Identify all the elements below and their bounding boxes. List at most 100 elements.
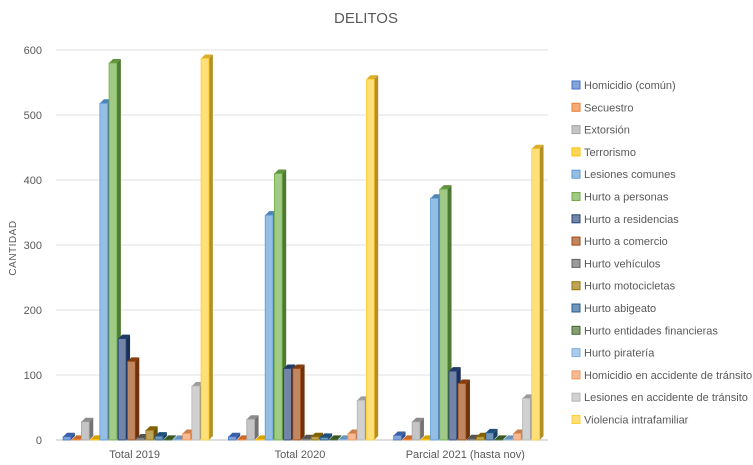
legend-swatch bbox=[571, 392, 581, 402]
bar-top bbox=[81, 417, 94, 422]
bar-top bbox=[283, 364, 296, 369]
bar-top bbox=[118, 334, 131, 339]
bar-side bbox=[539, 144, 544, 441]
bar-face bbox=[301, 438, 311, 441]
bar-side bbox=[162, 432, 167, 440]
bar bbox=[457, 379, 470, 441]
chart-title: DELITOS bbox=[334, 10, 398, 27]
bar-face bbox=[99, 102, 109, 441]
bar-top bbox=[320, 433, 333, 438]
bar-face bbox=[273, 173, 283, 441]
bar-face bbox=[356, 399, 366, 441]
bar-top bbox=[458, 379, 470, 384]
legend: Homicidio (común) Secuestro Extorsión Terro… bbox=[571, 80, 752, 427]
bar-top bbox=[63, 432, 75, 437]
bar-face bbox=[81, 421, 90, 441]
legend-swatch bbox=[571, 169, 581, 179]
bar-top bbox=[439, 185, 452, 190]
bar-top bbox=[228, 432, 241, 437]
bar-side bbox=[135, 357, 140, 440]
bar-face bbox=[136, 437, 145, 441]
bar-side bbox=[328, 433, 333, 440]
legend-item: Hurto motocicletas bbox=[571, 281, 676, 293]
bar-face bbox=[191, 385, 201, 441]
bar-face bbox=[522, 397, 531, 441]
legend-swatch bbox=[571, 214, 581, 224]
bar bbox=[365, 75, 379, 441]
bar-face bbox=[200, 58, 210, 441]
bar-top bbox=[109, 59, 121, 63]
bar-top bbox=[302, 434, 314, 439]
bar-top bbox=[329, 435, 342, 440]
bar-face bbox=[393, 435, 402, 441]
bar-face bbox=[365, 78, 375, 441]
bar-top bbox=[448, 367, 461, 372]
legend-label: Hurto abigeato bbox=[584, 303, 656, 315]
bar-top bbox=[164, 435, 177, 440]
bar-face bbox=[531, 148, 540, 441]
bar bbox=[227, 432, 241, 441]
bar-face bbox=[264, 214, 274, 441]
legend-item: Homicidio (común) bbox=[571, 80, 676, 92]
bar bbox=[163, 435, 177, 441]
legend-label: Hurto piratería bbox=[584, 348, 655, 360]
bar bbox=[319, 433, 333, 441]
y-tick-label: 200 bbox=[24, 305, 42, 317]
bar-side bbox=[419, 417, 424, 440]
bar-top bbox=[274, 169, 287, 174]
bar-top bbox=[292, 364, 305, 369]
legend-swatch bbox=[571, 303, 581, 313]
bar bbox=[411, 417, 424, 441]
bar-face bbox=[476, 436, 485, 441]
bar-face bbox=[283, 368, 292, 441]
legend-label: Hurto entidades financieras bbox=[584, 325, 718, 337]
bar-face bbox=[439, 188, 448, 441]
bar bbox=[81, 417, 94, 441]
bar-top bbox=[145, 426, 158, 431]
bar-side bbox=[300, 364, 305, 440]
legend-swatch bbox=[571, 325, 581, 335]
legend-item: Hurto a personas bbox=[571, 192, 669, 204]
y-tick-label: 400 bbox=[24, 175, 42, 187]
bar bbox=[393, 431, 406, 441]
bar-top bbox=[485, 428, 498, 433]
legend-item: Terrorismo bbox=[571, 147, 636, 159]
bar-top bbox=[127, 357, 140, 362]
legend-item: Lesiones en accidente de tránsito bbox=[571, 392, 748, 404]
bar-face bbox=[319, 436, 329, 441]
legend-swatch bbox=[571, 102, 581, 112]
legend-swatch bbox=[571, 258, 581, 268]
bar-face bbox=[347, 433, 357, 441]
bar bbox=[485, 428, 498, 441]
legend-item: Hurto entidades financieras bbox=[571, 325, 718, 337]
bar bbox=[200, 54, 213, 441]
bar-face bbox=[246, 418, 256, 441]
bar-face bbox=[420, 438, 430, 441]
bar-top bbox=[393, 431, 406, 436]
legend-item: Hurto a residencias bbox=[571, 214, 679, 226]
x-tick-label: Parcial 2021 (hasta nov) bbox=[406, 449, 525, 461]
bar-top bbox=[201, 54, 213, 59]
bar-side bbox=[70, 432, 75, 440]
y-tick-label: 300 bbox=[24, 240, 42, 252]
legend-item: Hurto abigeato bbox=[571, 303, 656, 315]
bar bbox=[154, 432, 167, 441]
bar-top bbox=[494, 435, 507, 440]
bar-face bbox=[117, 338, 127, 441]
bar-face bbox=[338, 438, 347, 441]
y-tick-label: 0 bbox=[36, 435, 42, 447]
legend-label: Hurto a residencias bbox=[584, 214, 679, 226]
bar-face bbox=[411, 421, 421, 441]
legend-label: Homicidio en accidente de tránsito bbox=[584, 370, 752, 382]
bar-face bbox=[485, 432, 494, 441]
bar-side bbox=[208, 54, 213, 440]
bar-face bbox=[62, 436, 72, 441]
bar-face bbox=[448, 370, 458, 441]
y-tick-label: 100 bbox=[24, 370, 42, 382]
legend-item: Hurto a comercio bbox=[571, 236, 668, 248]
bar-face bbox=[127, 360, 136, 441]
x-tick-label: Total 2020 bbox=[275, 449, 326, 461]
legend-swatch bbox=[571, 281, 581, 291]
bar-side bbox=[502, 435, 507, 440]
legend-label: Homicidio (común) bbox=[584, 80, 676, 92]
